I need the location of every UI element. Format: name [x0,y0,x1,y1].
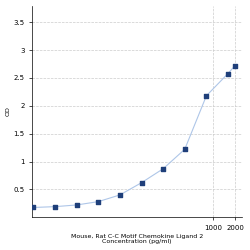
Point [233,64,237,68]
Point [74,203,78,207]
Point [53,205,57,209]
Point [204,94,208,98]
X-axis label: Mouse, Rat C-C Motif Chemokine Ligand 2
Concentration (pg/ml): Mouse, Rat C-C Motif Chemokine Ligand 2 … [71,234,203,244]
Point [226,72,230,76]
Point [161,167,165,171]
Point [140,181,143,185]
Y-axis label: OD: OD [6,106,10,116]
Point [96,200,100,204]
Point [183,147,187,151]
Point [31,206,35,210]
Point [118,193,122,197]
